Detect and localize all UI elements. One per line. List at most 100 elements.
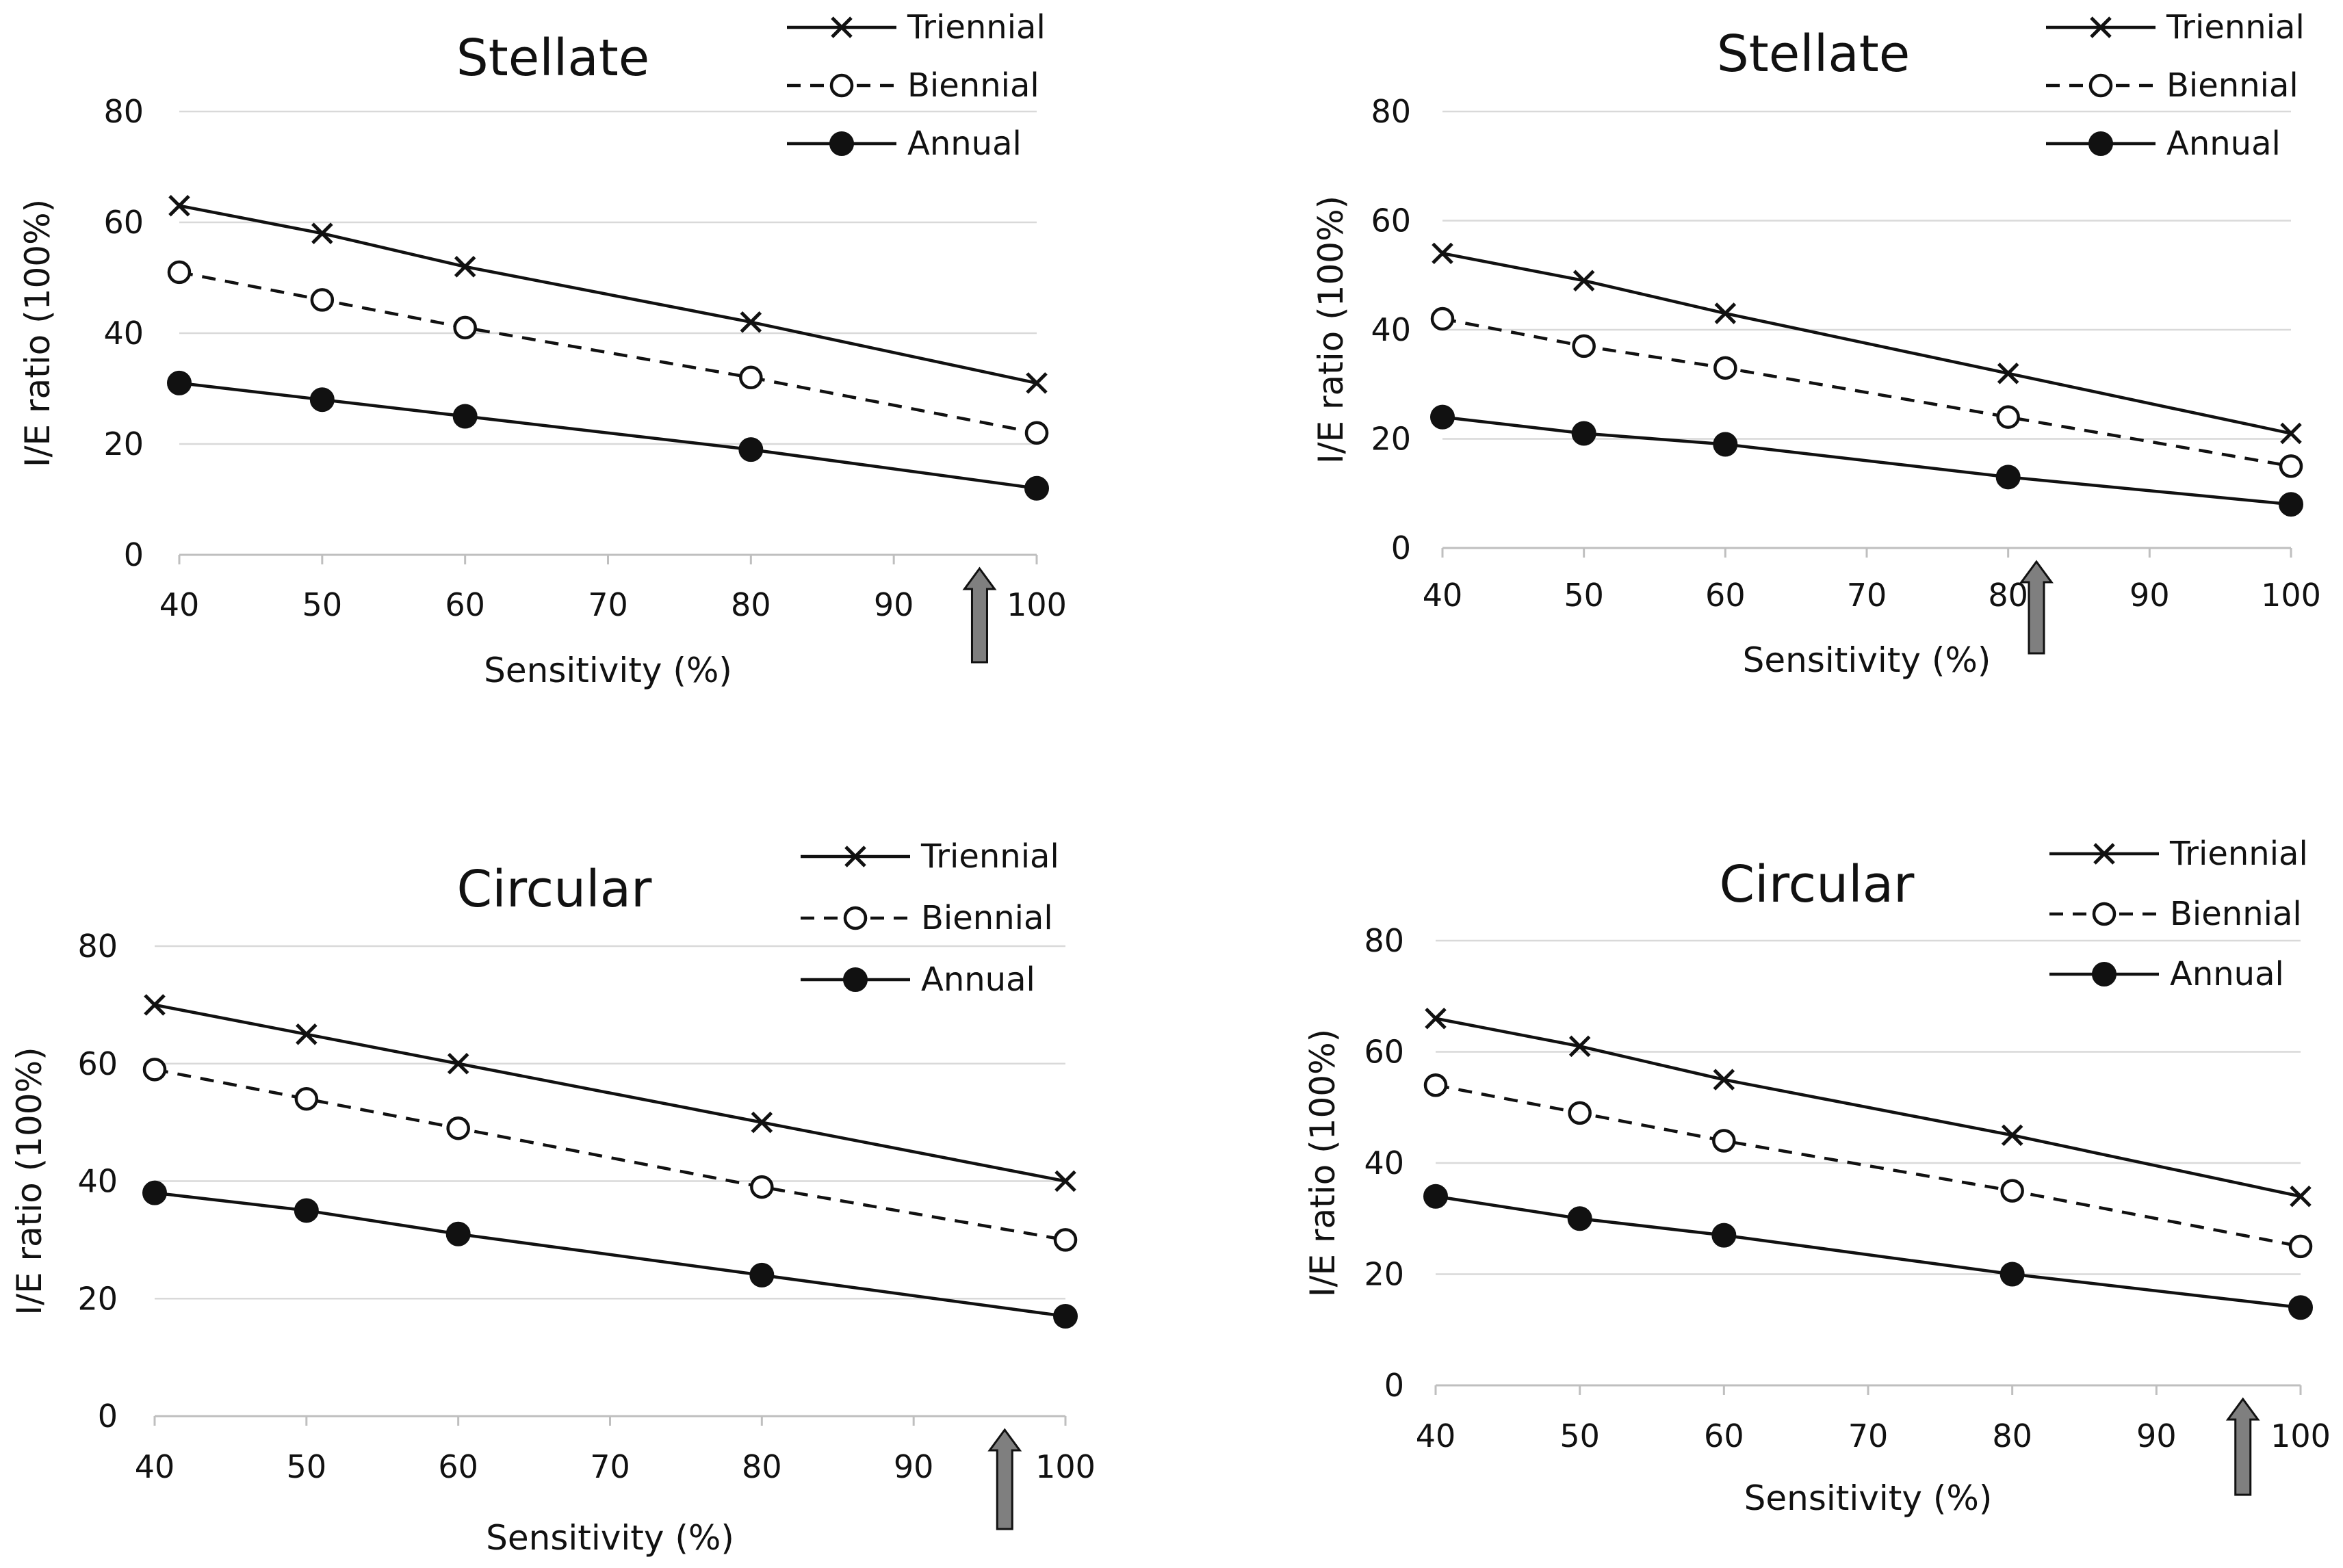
series-annual xyxy=(167,370,1049,501)
x-tick-label-100: 100 xyxy=(2270,1417,2331,1454)
y-tick-label-80: 80 xyxy=(1371,93,1411,130)
data-point-triennial-40 xyxy=(1425,1007,1447,1030)
legend-marker-triennial-stroke-b xyxy=(2090,16,2112,38)
legend-marker-triennial xyxy=(2093,843,2115,865)
x-tick-label-60: 60 xyxy=(445,586,485,623)
data-point-triennial-80-stroke-b xyxy=(751,1111,773,1134)
x-tick-label-70: 70 xyxy=(590,1448,630,1485)
data-point-annual-80 xyxy=(1999,1262,2025,1287)
chart-title: Stellate xyxy=(456,29,650,88)
data-point-biennial-50 xyxy=(1572,334,1596,358)
data-point-biennial-60 xyxy=(1713,356,1737,380)
x-axis-label: Sensitivity (%) xyxy=(1743,640,1991,680)
legend-label-annual: Annual xyxy=(2170,955,2284,993)
data-point-triennial-60-stroke-b xyxy=(1713,1069,1735,1090)
legend: Triennial Biennial Annual xyxy=(2046,8,2305,163)
data-point-biennial-40 xyxy=(1430,306,1455,331)
legend-label-triennial: Triennial xyxy=(2169,835,2308,873)
data-point-annual-100 xyxy=(1024,475,1049,501)
data-point-annual-40 xyxy=(142,1180,167,1205)
data-point-triennial-80-stroke-b xyxy=(2001,1124,2023,1147)
series-line-triennial xyxy=(179,204,1037,385)
y-tick-label-60: 60 xyxy=(1371,202,1411,239)
x-tick-label-90: 90 xyxy=(874,586,914,623)
series-biennial xyxy=(167,260,1049,445)
indicator-arrow xyxy=(2019,560,2054,655)
data-point-triennial-100-stroke-b xyxy=(1054,1170,1076,1192)
x-tick-label-60: 60 xyxy=(438,1448,478,1485)
legend-label-biennial: Biennial xyxy=(2166,66,2299,105)
data-point-biennial-40 xyxy=(142,1058,167,1082)
data-point-biennial-80 xyxy=(739,365,763,390)
data-point-biennial-80 xyxy=(1996,405,2020,429)
chart-title: Circular xyxy=(1720,855,1915,914)
data-point-triennial-50 xyxy=(1568,1035,1591,1058)
data-point-biennial-60 xyxy=(1712,1129,1736,1153)
legend-marker-biennial xyxy=(2088,73,2113,98)
chart-title: Circular xyxy=(457,860,653,919)
data-point-triennial-60-stroke-b xyxy=(1714,302,1737,324)
y-axis-label: I/E ratio (100%) xyxy=(1303,1029,1343,1297)
series-line-annual xyxy=(154,1191,1066,1318)
legend-label-biennial: Biennial xyxy=(2170,895,2302,933)
x-tick-label-80: 80 xyxy=(742,1448,782,1485)
data-point-triennial-50-stroke-b xyxy=(1568,1035,1591,1058)
series-triennial xyxy=(144,994,1076,1192)
x-axis-label: Sensitivity (%) xyxy=(486,1518,734,1558)
legend-marker-biennial xyxy=(829,73,854,98)
data-point-biennial-100 xyxy=(1053,1228,1078,1252)
data-point-triennial-60 xyxy=(1713,1069,1735,1090)
data-point-biennial-40 xyxy=(1423,1073,1448,1097)
data-point-triennial-50-stroke-b xyxy=(311,222,333,244)
y-tick-label-40: 40 xyxy=(1364,1145,1404,1181)
data-point-annual-80 xyxy=(749,1262,775,1288)
x-tick-label-60: 60 xyxy=(1704,1417,1744,1454)
data-point-annual-100 xyxy=(2279,492,2303,517)
data-point-annual-50 xyxy=(1567,1206,1592,1231)
series-biennial xyxy=(1423,1073,2313,1259)
y-tick-label-40: 40 xyxy=(103,315,144,352)
data-point-annual-60 xyxy=(452,404,478,429)
x-tick-label-40: 40 xyxy=(1416,1417,1456,1454)
x-tick-label-70: 70 xyxy=(588,586,628,623)
indicator-arrow xyxy=(987,1428,1022,1530)
x-axis-label: Sensitivity (%) xyxy=(484,651,732,690)
x-tick-label-70: 70 xyxy=(1848,1417,1889,1454)
legend-marker-triennial-stroke-b xyxy=(844,846,866,867)
x-tick-label-50: 50 xyxy=(1559,1417,1600,1454)
series-biennial xyxy=(142,1058,1078,1252)
data-point-triennial-40-stroke-b xyxy=(168,194,190,217)
data-point-triennial-100 xyxy=(1054,1170,1076,1192)
data-point-triennial-40-stroke-b xyxy=(1425,1007,1447,1030)
data-point-triennial-100 xyxy=(1026,372,1048,394)
series-line-biennial xyxy=(179,270,1037,435)
data-point-triennial-100-stroke-b xyxy=(2290,1185,2312,1207)
data-point-annual-40 xyxy=(167,370,192,395)
data-point-triennial-80 xyxy=(1997,363,2019,384)
data-point-triennial-60-stroke-b xyxy=(454,256,476,278)
legend-marker-biennial xyxy=(843,906,868,930)
legend-label-annual: Annual xyxy=(907,125,1022,163)
data-point-annual-50 xyxy=(294,1198,319,1223)
legend-marker-annual xyxy=(2088,131,2113,156)
y-tick-label-60: 60 xyxy=(1364,1034,1404,1071)
series-line-annual xyxy=(179,381,1037,491)
legend-marker-triennial xyxy=(831,16,853,38)
legend-marker-triennial xyxy=(844,846,866,867)
data-point-triennial-100-stroke-b xyxy=(2280,422,2302,445)
series-line-annual xyxy=(1435,1194,2301,1309)
data-point-triennial-50 xyxy=(311,222,333,244)
y-tick-label-0: 0 xyxy=(124,536,144,573)
data-point-annual-40 xyxy=(1423,1184,1448,1209)
data-point-biennial-50 xyxy=(1568,1101,1592,1125)
data-point-triennial-40 xyxy=(144,994,166,1016)
data-point-biennial-40 xyxy=(167,260,192,285)
x-tick-label-60: 60 xyxy=(1705,577,1746,614)
x-tick-label-90: 90 xyxy=(2136,1417,2177,1454)
data-point-annual-80 xyxy=(1995,465,2021,490)
data-point-triennial-40-stroke-b xyxy=(144,994,166,1016)
indicator-arrow xyxy=(962,566,997,664)
x-tick-label-70: 70 xyxy=(1847,577,1887,614)
